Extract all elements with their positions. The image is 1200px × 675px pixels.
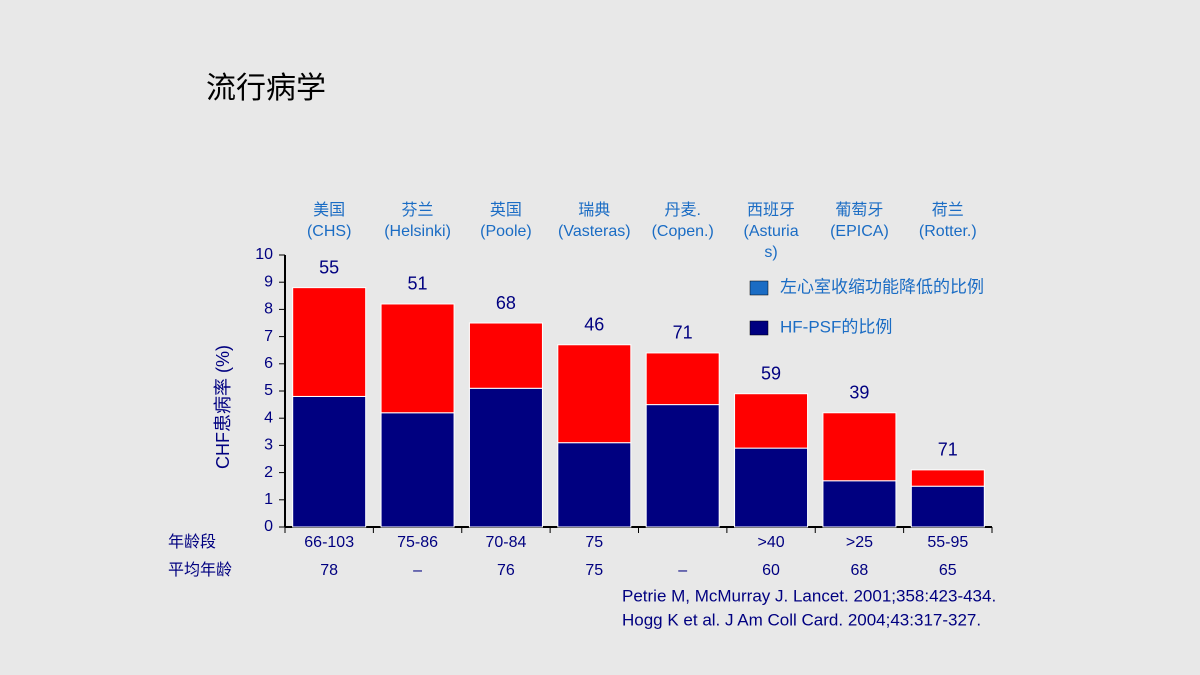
y-tick-label: 10 [255,246,273,263]
row-label: 平均年龄 [168,561,232,579]
y-tick-label: 8 [264,301,273,318]
bar-label: 39 [849,383,869,403]
category-label: 芬兰 [402,201,434,219]
table-cell: 66-103 [304,534,354,551]
bar-label: 59 [761,363,781,383]
y-tick-label: 4 [264,409,273,426]
category-label: (Poole) [480,223,532,240]
y-tick-label: 3 [264,437,273,454]
y-tick-label: 5 [264,382,273,399]
category-label: (Helsinki) [384,223,451,240]
bar-segment [468,322,543,389]
bar-segment [645,404,720,528]
category-label: 荷兰 [932,201,964,219]
category-label: (Copen.) [652,223,714,240]
y-tick-label: 0 [264,518,273,535]
table-cell: 78 [320,562,338,579]
row-label: 年龄段 [168,533,216,551]
category-label: 美国 [313,201,345,219]
bar-segment [645,352,720,406]
table-cell: 75 [585,534,603,551]
bar-label: 71 [673,323,693,343]
category-label: s) [764,244,777,261]
table-cell: 65 [939,562,957,579]
y-axis-label: CHF患病率 (%) [213,345,233,469]
bar-label: 71 [938,440,958,460]
y-tick-label: 7 [264,328,273,345]
legend-label: 左心室收缩功能降低的比例 [780,277,984,296]
bar-segment [822,480,897,528]
legend-label: HF-PSF的比例 [780,317,892,336]
bar-segment [292,287,367,397]
category-label: 瑞典 [578,201,610,219]
bar-segment [557,442,632,528]
table-cell: – [413,562,422,579]
bar-label: 55 [319,257,339,277]
category-label: (Asturia [744,223,799,240]
y-tick-label: 9 [264,273,273,290]
category-label: 英国 [490,201,522,219]
category-label: 西班牙 [747,201,795,219]
table-cell: >40 [757,534,784,551]
bar-segment [557,344,632,444]
table-cell: 55-95 [927,534,968,551]
table-cell: 75 [585,562,603,579]
category-label: 葡萄牙 [835,201,883,219]
slide-title: 流行病学 [206,72,326,105]
category-label: (Rotter.) [919,223,977,240]
bar-segment [910,469,985,487]
bar-segment [734,447,809,528]
legend-swatch [749,280,769,296]
bar-segment [910,485,985,528]
category-label: (CHS) [307,223,351,240]
bar-segment [380,303,455,414]
reference: Hogg K et al. J Am Coll Card. 2004;43:31… [622,610,981,629]
table-cell: – [678,562,687,579]
y-tick-label: 6 [264,355,273,372]
table-cell: 75-86 [397,534,438,551]
category-label: 丹麦. [664,201,700,219]
bar-segment [468,387,543,528]
legend-swatch [749,320,769,336]
category-label: (Vasteras) [558,223,631,240]
table-cell: 60 [762,562,780,579]
table-cell: 70-84 [485,534,526,551]
table-cell: >25 [846,534,873,551]
bar-label: 51 [408,274,428,294]
reference: Petrie M, McMurray J. Lancet. 2001;358:4… [622,586,996,605]
category-label: (EPICA) [830,223,889,240]
y-tick-label: 1 [264,491,273,508]
table-cell: 68 [851,562,869,579]
bar-label: 68 [496,293,516,313]
bar-label: 46 [584,315,604,335]
bar-segment [380,412,455,528]
bar-segment [292,395,367,528]
bar-segment [822,412,897,482]
table-cell: 76 [497,562,515,579]
y-tick-label: 2 [264,464,273,481]
bar-segment [734,393,809,449]
